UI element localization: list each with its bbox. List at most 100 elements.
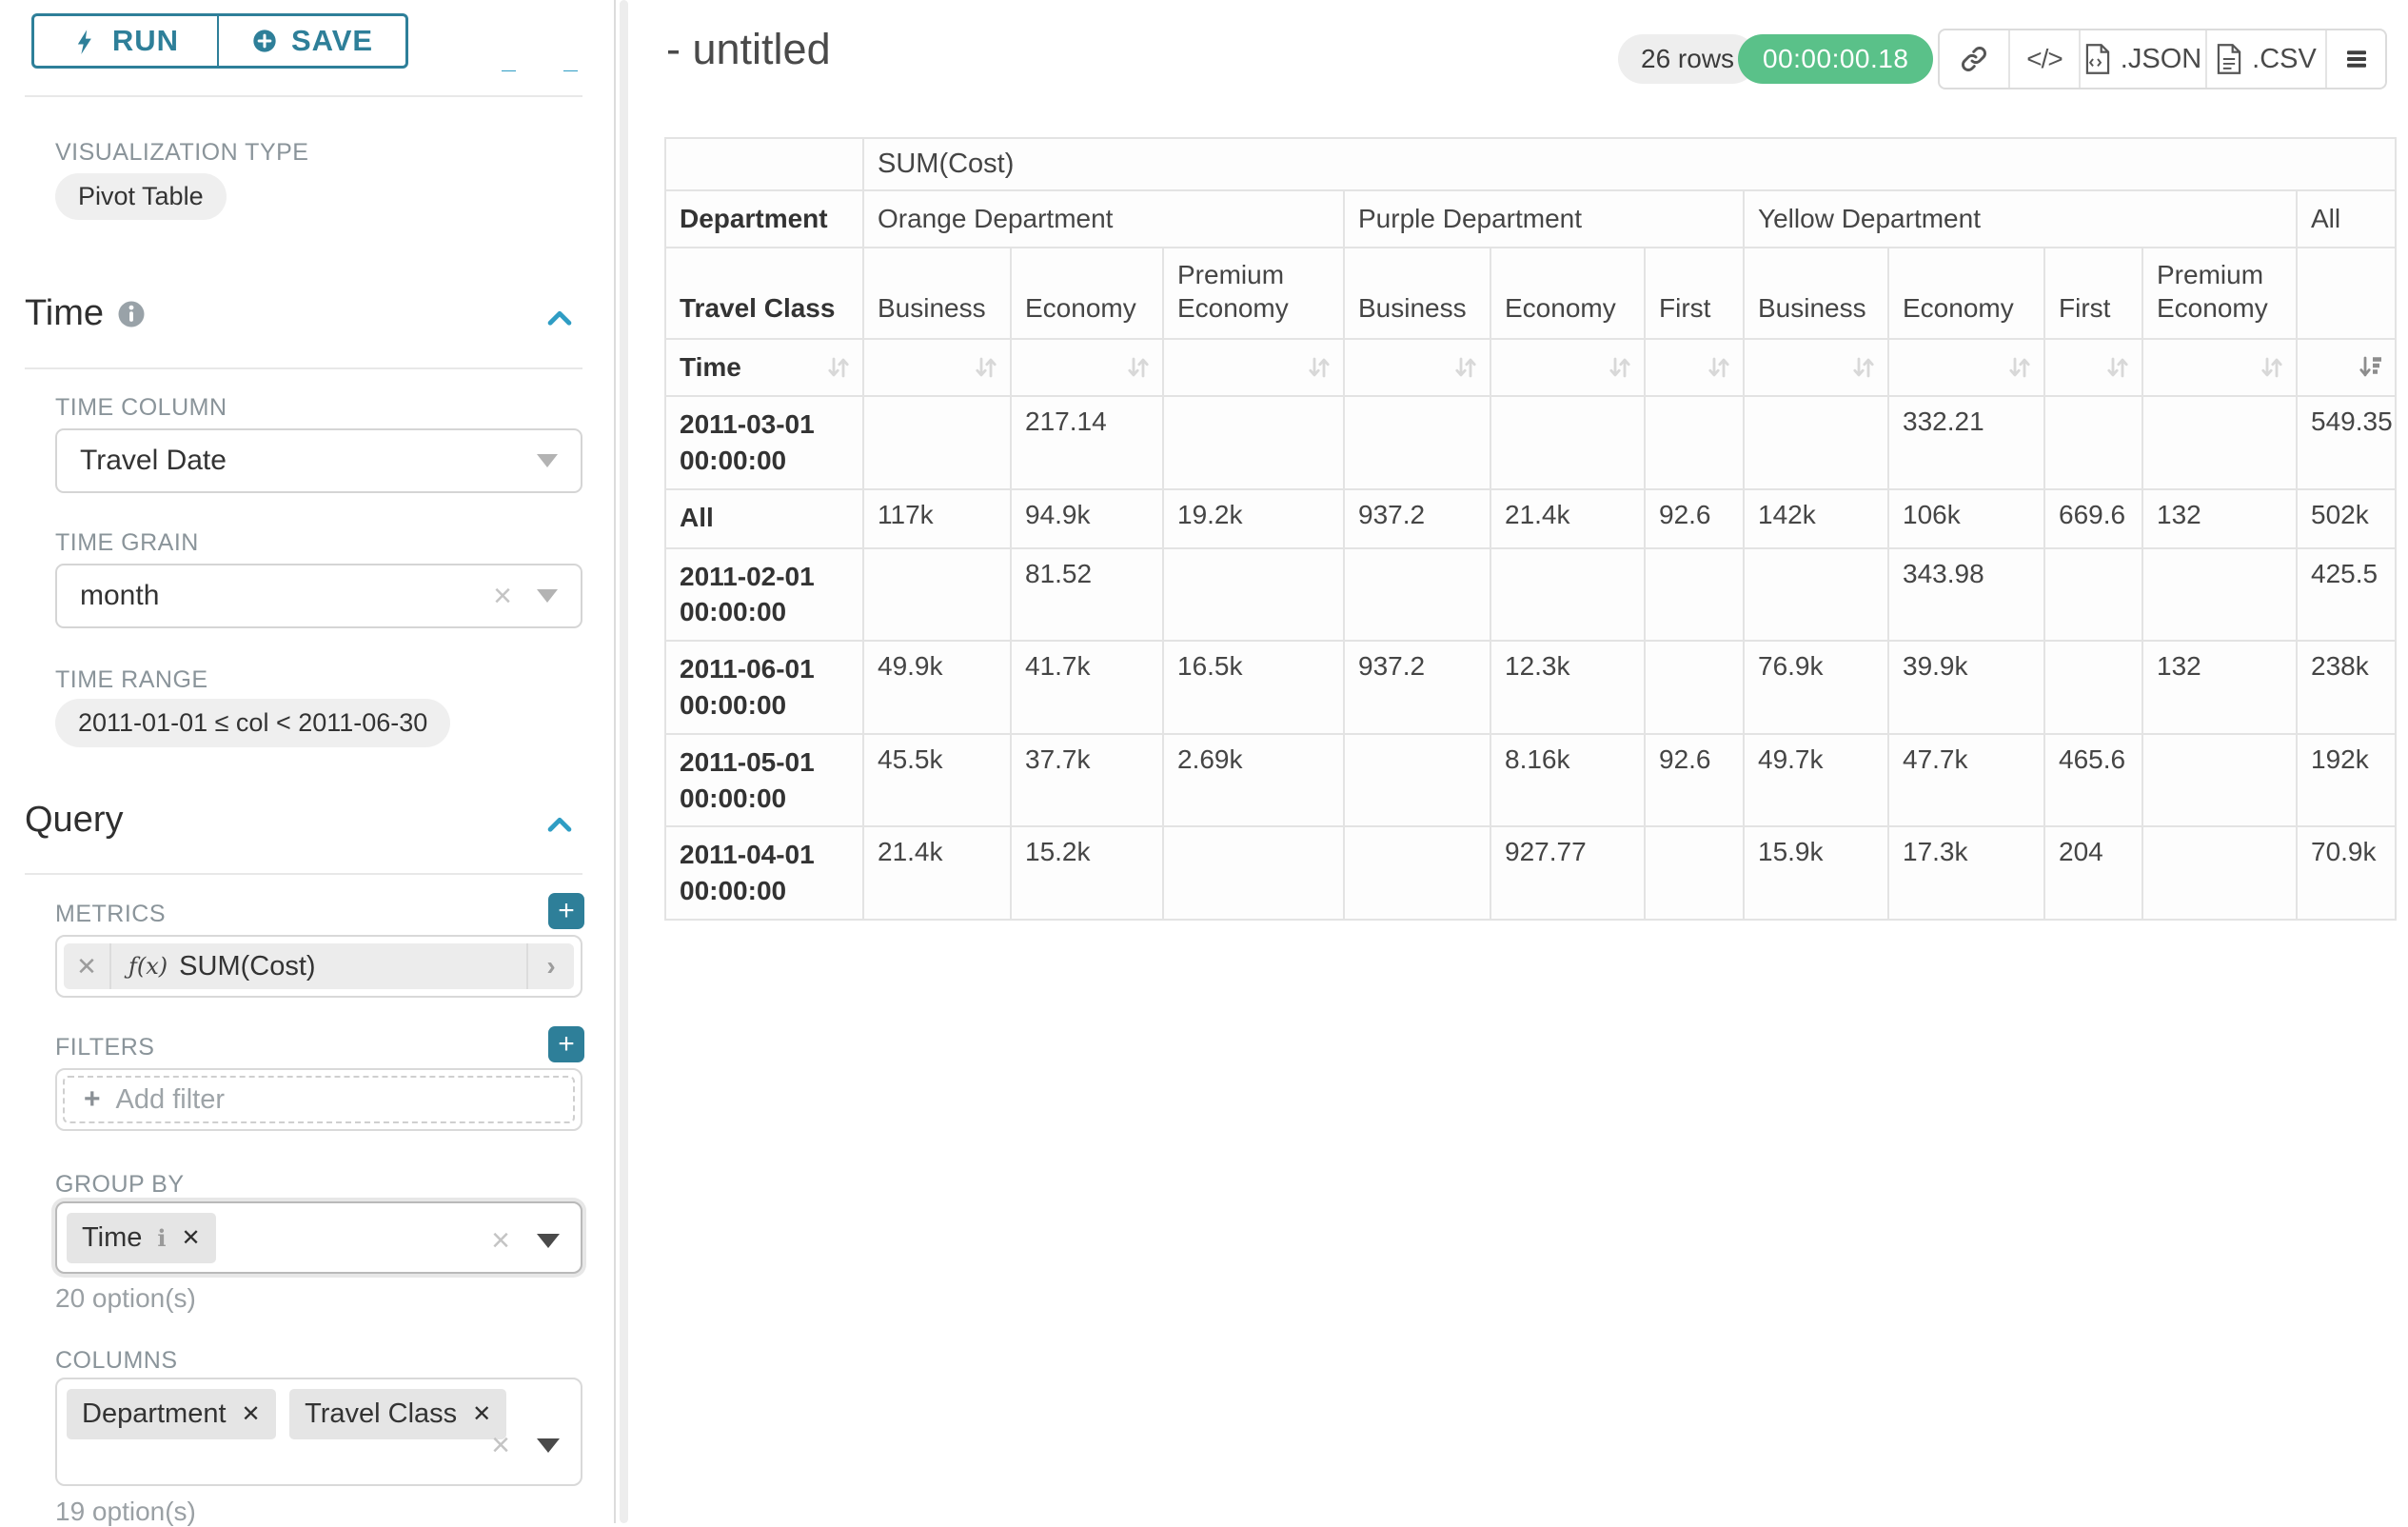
pivot-cell [863,548,1011,642]
pivot-cell: 927.77 [1490,826,1645,920]
sort-column-header[interactable] [2142,339,2297,396]
visualization-type-chip[interactable]: Pivot Table [55,173,227,220]
sort-column-header[interactable] [1744,339,1888,396]
pivot-cell: 94.9k [1011,489,1163,548]
run-label: RUN [112,24,179,58]
sort-column-header[interactable] [1490,339,1645,396]
collapse-query-section-icon[interactable] [543,809,576,842]
sort-column-header[interactable] [1011,339,1163,396]
columns-chip-label: Department [82,1398,227,1430]
time-grain-select[interactable]: month × [55,564,582,628]
pivot-cell [2044,396,2142,489]
sort-column-header[interactable] [1645,339,1744,396]
pivot-row-label: 2011-04-01 00:00:00 [665,826,863,920]
pivot-cell: 81.52 [1011,548,1163,642]
pivot-cell [1744,548,1888,642]
time-section-heading: Time [25,293,146,334]
add-filter-button[interactable]: + Add filter [63,1076,575,1123]
chart-title[interactable]: - untitled [666,25,831,74]
time-column-select[interactable]: Travel Date [55,428,582,493]
sort-column-header-active[interactable] [2297,339,2396,396]
clear-icon[interactable]: × [491,1224,510,1257]
group-by-select[interactable]: Time i ✕ × [55,1201,582,1274]
pivot-cell: 142k [1744,489,1888,548]
pivot-group-header: All [2297,190,2396,248]
copy-link-button[interactable] [1940,30,2010,88]
pivot-class-header: Economy [1011,248,1163,339]
table-row: 2011-06-01 00:00:0049.9k41.7k16.5k937.21… [665,641,2396,734]
query-timer-badge: 00:00:00.18 [1738,34,1933,84]
table-row: 2011-04-01 00:00:0021.4k15.2k927.7715.9k… [665,826,2396,920]
column-info-icon[interactable]: i [157,1224,166,1252]
function-icon: ƒ(x) [128,953,168,980]
pivot-cell: 238k [2297,641,2396,734]
sort-column-header[interactable] [1888,339,2044,396]
sort-icon [972,353,1000,382]
pivot-cell [1344,548,1490,642]
pivot-group-header: Yellow Department [1744,190,2297,248]
pivot-cell: 669.6 [2044,489,2142,548]
menu-button[interactable] [2327,30,2385,88]
add-metric-button[interactable]: + [548,893,584,929]
sort-column-header[interactable] [863,339,1011,396]
pivot-head: SUM(Cost)DepartmentOrange DepartmentPurp… [665,138,2396,396]
save-button[interactable]: SAVE [218,13,408,69]
time-range-chip[interactable]: 2011-01-01 ≤ col < 2011-06-30 [55,699,450,747]
metric-chip[interactable]: ✕ ƒ(x) SUM(Cost) › [64,943,574,989]
collapse-time-section-icon[interactable] [543,303,576,335]
divider [25,367,582,369]
info-icon[interactable] [117,300,146,328]
pivot-row-label: All [665,489,863,548]
chevron-right-icon[interactable]: › [526,943,574,989]
pivot-body: 2011-03-01 00:00:00217.14332.21549.35All… [665,396,2396,920]
sort-column-header-time[interactable]: Time [665,339,863,396]
run-button[interactable]: RUN [31,13,218,69]
pivot-cell [1344,826,1490,920]
control-panel: Chart Type RUN SAVE VISUALIZATION TYPE P… [0,0,614,1523]
pivot-cell: 502k [2297,489,2396,548]
sidebar-scrollbar[interactable] [620,0,628,1523]
export-csv-button[interactable]: .CSV [2207,30,2327,88]
pivot-row-label: 2011-05-01 00:00:00 [665,734,863,827]
csv-file-icon [2216,44,2242,74]
columns-select[interactable]: Department ✕ Travel Class ✕ × [55,1378,582,1486]
table-row: All117k94.9k19.2k937.221.4k92.6142k106k6… [665,489,2396,548]
remove-chip-icon[interactable]: ✕ [242,1400,261,1428]
panel-divider [614,0,616,1523]
metrics-label: METRICS [55,901,166,928]
add-filter-plus-button[interactable]: + [548,1026,584,1062]
sort-column-header[interactable] [1344,339,1490,396]
export-json-button[interactable]: .JSON [2081,30,2207,88]
clear-icon[interactable]: × [491,1429,510,1461]
columns-chip: Travel Class ✕ [289,1389,506,1439]
remove-chip-icon[interactable]: ✕ [182,1224,201,1252]
columns-label: COLUMNS [55,1347,178,1375]
pivot-cell: 15.2k [1011,826,1163,920]
pivot-group-header: Orange Department [863,190,1344,248]
sort-column-header[interactable] [1163,339,1344,396]
sort-icon [1124,353,1153,382]
sort-descending-icon [2357,353,2385,382]
pivot-cell: 2.69k [1163,734,1344,827]
pivot-cell: 39.9k [1888,641,2044,734]
pivot-cell [2044,548,2142,642]
sort-column-header[interactable] [2044,339,2142,396]
pivot-class-header: Premium Economy [1163,248,1344,339]
chevron-down-icon [537,1438,560,1453]
pivot-row-axis-label: Department [665,190,863,248]
pivot-class-header [2297,248,2396,339]
pivot-cell: 21.4k [1490,489,1645,548]
pivot-cell: 937.2 [1344,489,1490,548]
remove-metric-icon[interactable]: ✕ [64,943,111,989]
pivot-cell [2142,826,2297,920]
time-grain-value: month [80,580,159,612]
pivot-cell: 217.14 [1011,396,1163,489]
remove-chip-icon[interactable]: ✕ [472,1400,491,1428]
clear-icon[interactable]: × [493,580,512,612]
time-section-title: Time [25,293,104,334]
pivot-cell [1163,826,1344,920]
view-query-button[interactable]: </> [2010,30,2081,88]
pivot-group-header: Purple Department [1344,190,1744,248]
pivot-cell [1344,734,1490,827]
columns-options-hint: 19 option(s) [55,1497,196,1527]
